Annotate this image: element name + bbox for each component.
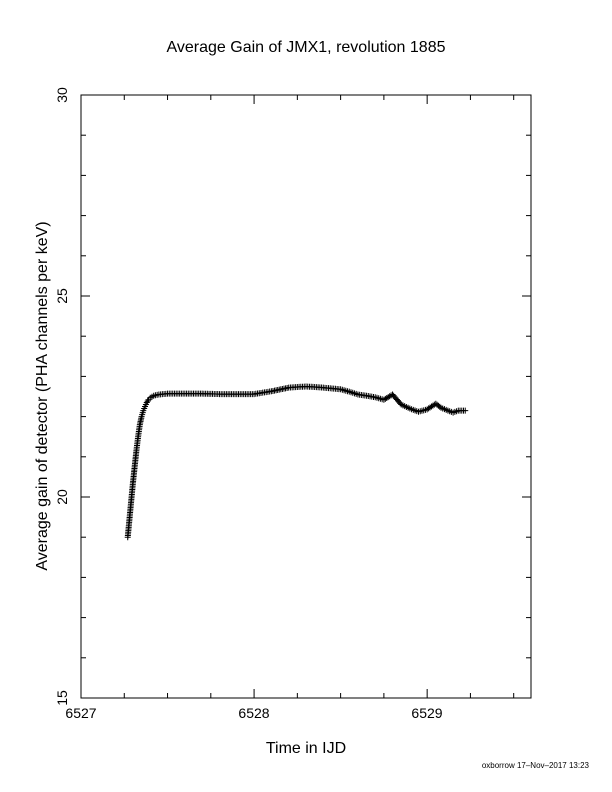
- data-point: [144, 398, 151, 405]
- x-axis-title: Time in IJD: [266, 740, 346, 757]
- data-point: [436, 403, 443, 410]
- x-tick-label-6528: 6528: [238, 705, 269, 721]
- data-point: [462, 407, 469, 414]
- axis-ticks: [80, 94, 531, 699]
- footer-stamp: oxborrow 17–Nov–2017 13:23: [482, 761, 590, 770]
- plot-area: [80, 94, 532, 699]
- y-tick-label-30: 30: [54, 87, 70, 103]
- y-tick-label-15: 15: [54, 690, 70, 706]
- y-tick-label-25: 25: [54, 288, 70, 304]
- x-tick-label-6529: 6529: [411, 705, 442, 721]
- data-points: [124, 383, 469, 541]
- x-tick-label-6527: 6527: [65, 705, 96, 721]
- y-axis-title: Average gain of detector (PHA channels p…: [34, 221, 51, 570]
- y-tick-label-20: 20: [54, 489, 70, 505]
- chart-title: Average Gain of JMX1, revolution 1885: [167, 39, 446, 56]
- plot-frame: [80, 94, 532, 699]
